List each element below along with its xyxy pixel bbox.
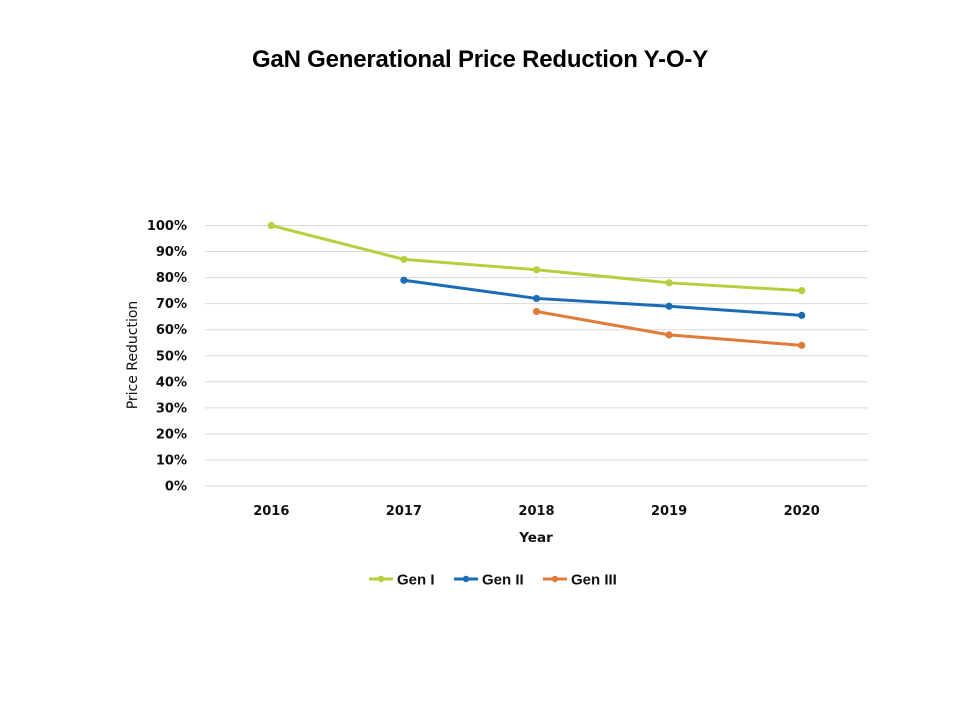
data-point: [532, 307, 541, 316]
y-tick-label: 40%: [156, 375, 187, 390]
y-tick-label: 80%: [156, 271, 187, 286]
series-line: [269, 224, 804, 293]
legend-item: Gen II: [454, 572, 524, 589]
legend: Gen I Gen II Gen III: [369, 572, 617, 589]
series-gen-iii: [532, 307, 806, 349]
data-point: [665, 331, 673, 339]
data-point: [665, 302, 673, 310]
legend-label: Gen I: [397, 572, 435, 589]
y-tick-label: 10%: [156, 453, 187, 468]
data-point: [532, 294, 541, 303]
series-line: [402, 278, 804, 317]
y-tick-label: 60%: [156, 323, 187, 338]
y-tick-label: 0%: [165, 480, 187, 495]
x-axis-title: Year: [518, 530, 553, 546]
legend-label: Gen III: [571, 572, 617, 589]
gridlines: [205, 225, 868, 487]
y-axis-ticks: 0% 10% 20% 30% 40% 50% 60% 70% 80% 90% 100%: [147, 219, 187, 495]
legend-item: Gen III: [543, 572, 617, 589]
data-point: [798, 287, 806, 295]
x-tick-label: 2018: [518, 504, 554, 519]
data-point: [798, 341, 806, 349]
y-tick-label: 30%: [156, 401, 187, 416]
x-axis-ticks: 2016 2017 2018 2019 2020: [253, 504, 820, 519]
x-tick-label: 2016: [253, 504, 289, 519]
y-axis-title: Price Reduction: [125, 301, 141, 410]
data-point: [532, 266, 541, 274]
chart-title: GaN Generational Price Reduction Y-O-Y: [251, 46, 709, 73]
data-point: [400, 255, 408, 263]
series-line: [535, 309, 804, 347]
data-point: [400, 276, 408, 284]
data-point: [665, 279, 673, 287]
x-tick-label: 2019: [651, 504, 687, 519]
legend-item: Gen I: [369, 572, 435, 589]
y-tick-label: 100%: [147, 219, 187, 234]
y-tick-label: 20%: [156, 427, 187, 442]
series-group: [267, 221, 806, 349]
legend-marker: [551, 575, 559, 583]
data-point: [798, 311, 806, 319]
x-tick-label: 2017: [386, 504, 422, 519]
legend-marker: [377, 575, 385, 583]
series-gen-ii: [400, 276, 806, 319]
y-tick-label: 50%: [156, 349, 187, 364]
y-tick-label: 90%: [156, 245, 187, 260]
series-gen-i: [267, 221, 806, 295]
y-tick-label: 70%: [156, 297, 187, 312]
x-tick-label: 2020: [784, 504, 820, 519]
legend-marker: [462, 575, 470, 583]
legend-label: Gen II: [482, 572, 524, 589]
data-point: [267, 221, 275, 230]
